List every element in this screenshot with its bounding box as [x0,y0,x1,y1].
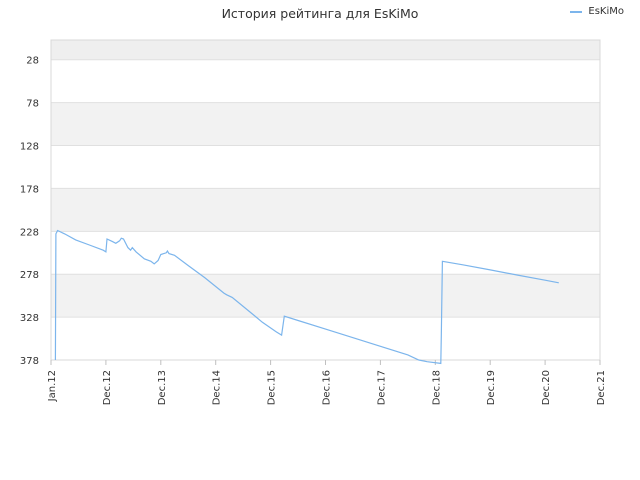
x-tick-label: Dec.16 [322,370,333,405]
x-tick-label: Jan.12 [47,370,58,402]
plot-band [51,274,600,318]
y-axis-ticks: 28 78 128 178 228 278 328 378 [20,56,39,367]
x-axis-ticks: Jan.12 Dec.12 Dec.13 Dec.14 Dec.15 Dec.16 Dec.… [47,360,607,405]
x-tick-label: Dec.17 [376,370,387,405]
chart-title: История рейтинга для EsKiMo [221,6,419,21]
plot-band [51,188,600,232]
legend-line-icon [570,10,583,13]
y-tick-label: 78 [26,99,39,110]
plot-band [51,40,600,60]
plot-band [51,231,600,275]
x-tick-label: Dec.21 [596,370,607,405]
y-tick-label: 228 [20,227,39,238]
x-tick-label: Dec.20 [541,370,552,405]
plot-band [51,102,600,146]
x-tick-label: Dec.15 [267,370,278,405]
y-tick-label: 178 [20,184,39,195]
legend-label: EsKiMo [588,6,624,17]
x-tick-label: Dec.18 [431,370,442,405]
x-tick-label: Dec.14 [212,370,223,405]
plot-band [51,317,600,360]
y-tick-label: 328 [20,313,39,324]
series-line [54,229,559,365]
plot-band [51,145,600,189]
x-tick-label: Dec.19 [486,370,497,405]
y-tick-label: 28 [26,56,39,67]
plot-band [51,59,600,103]
chart-legend[interactable]: EsKiMo [570,6,624,17]
y-tick-label: 378 [20,356,39,367]
x-tick-label: Dec.12 [102,370,113,405]
y-tick-label: 128 [20,142,39,153]
y-tick-label: 278 [20,270,39,281]
plot-bands [51,40,600,360]
x-tick-label: Dec.13 [157,370,168,405]
